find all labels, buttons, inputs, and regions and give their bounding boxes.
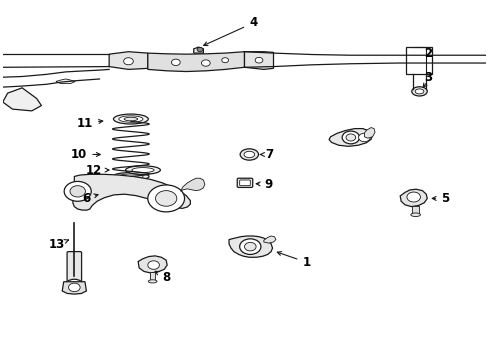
FancyBboxPatch shape	[406, 47, 431, 74]
Text: 7: 7	[260, 148, 273, 161]
Ellipse shape	[113, 172, 149, 180]
Polygon shape	[364, 127, 374, 138]
Circle shape	[171, 59, 180, 66]
Ellipse shape	[240, 149, 258, 160]
Polygon shape	[62, 282, 86, 294]
Polygon shape	[228, 236, 272, 257]
Polygon shape	[264, 236, 275, 243]
Ellipse shape	[148, 280, 157, 283]
Bar	[411, 206, 418, 214]
Circle shape	[147, 185, 184, 212]
Text: 3: 3	[423, 71, 431, 84]
Text: 12: 12	[85, 163, 109, 176]
Text: 4: 4	[203, 17, 257, 46]
Ellipse shape	[124, 117, 138, 121]
Circle shape	[64, 181, 91, 201]
Text: 2: 2	[423, 46, 431, 60]
Circle shape	[255, 57, 263, 63]
Text: 1: 1	[277, 252, 310, 269]
FancyBboxPatch shape	[67, 252, 81, 282]
Circle shape	[69, 283, 79, 290]
Polygon shape	[138, 256, 167, 273]
Circle shape	[64, 279, 84, 293]
Ellipse shape	[119, 174, 142, 179]
Circle shape	[68, 283, 80, 292]
Polygon shape	[180, 178, 204, 192]
Circle shape	[358, 133, 369, 142]
FancyBboxPatch shape	[239, 180, 250, 186]
Circle shape	[197, 48, 203, 52]
Ellipse shape	[125, 166, 160, 174]
Polygon shape	[147, 52, 244, 72]
Polygon shape	[73, 174, 190, 210]
Ellipse shape	[113, 114, 148, 124]
Text: 11: 11	[77, 117, 102, 130]
Polygon shape	[244, 52, 273, 69]
Ellipse shape	[414, 89, 423, 94]
Circle shape	[346, 134, 355, 141]
Polygon shape	[3, 88, 41, 111]
Text: 8: 8	[155, 271, 170, 284]
Text: 9: 9	[256, 178, 272, 191]
Text: 13: 13	[49, 238, 68, 251]
Polygon shape	[328, 129, 372, 146]
Polygon shape	[193, 47, 203, 53]
Ellipse shape	[244, 151, 254, 158]
Ellipse shape	[132, 168, 154, 172]
FancyBboxPatch shape	[237, 178, 252, 188]
Circle shape	[147, 261, 159, 269]
Ellipse shape	[410, 213, 420, 216]
Circle shape	[201, 60, 210, 66]
Text: 10: 10	[71, 148, 100, 161]
Circle shape	[239, 239, 261, 255]
Circle shape	[406, 192, 420, 202]
Text: 6: 6	[81, 192, 98, 205]
Bar	[150, 272, 155, 280]
Circle shape	[155, 191, 177, 206]
Ellipse shape	[411, 87, 427, 96]
Polygon shape	[399, 189, 427, 207]
Circle shape	[222, 58, 228, 63]
Ellipse shape	[119, 116, 142, 122]
Circle shape	[123, 58, 133, 65]
Circle shape	[342, 131, 359, 144]
Circle shape	[70, 186, 85, 197]
Polygon shape	[109, 52, 147, 69]
Text: 5: 5	[431, 192, 448, 205]
Polygon shape	[56, 79, 75, 84]
Circle shape	[244, 242, 256, 251]
